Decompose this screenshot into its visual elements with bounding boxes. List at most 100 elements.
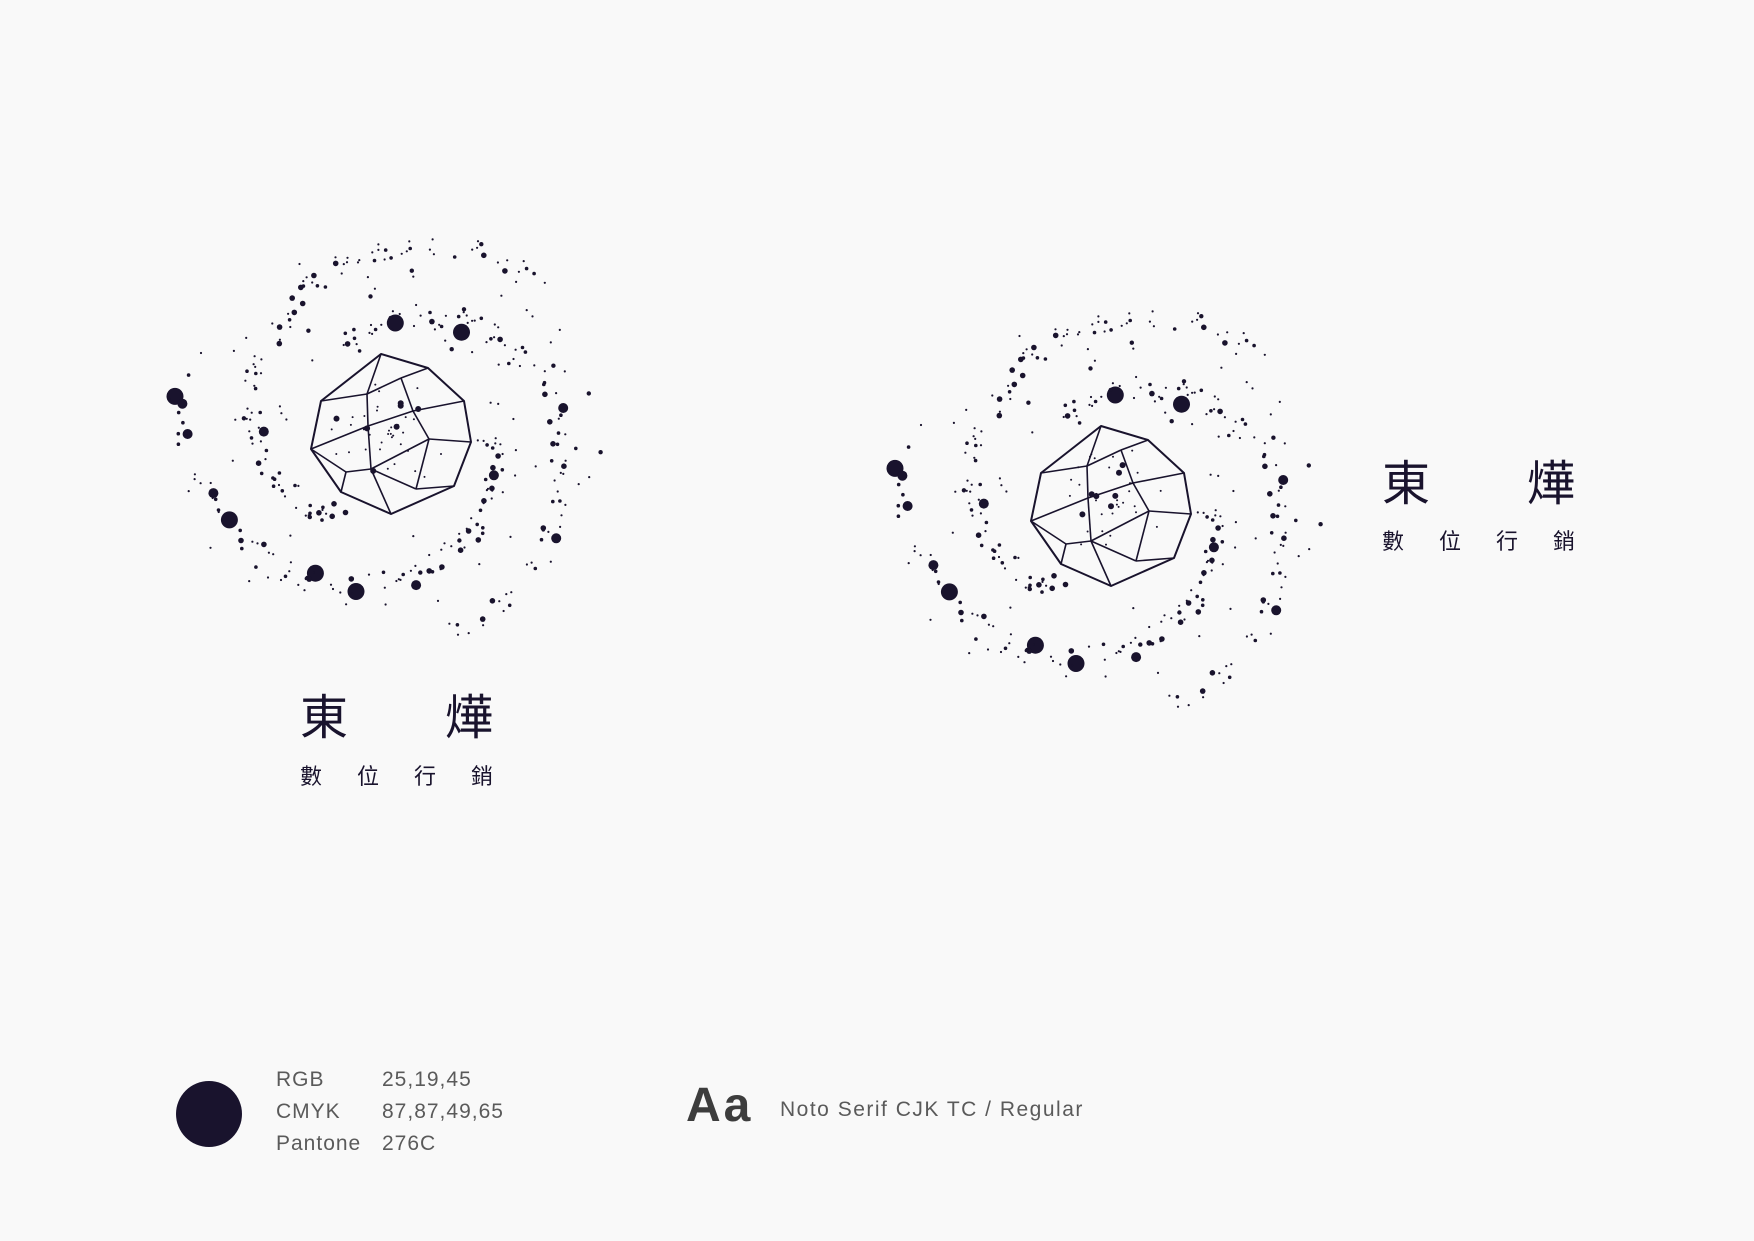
star-dot bbox=[433, 328, 436, 331]
star-dot bbox=[232, 349, 235, 352]
star-dot bbox=[217, 510, 220, 514]
star-dot bbox=[514, 449, 517, 452]
star-dot bbox=[345, 261, 349, 264]
star-dot bbox=[1032, 643, 1035, 646]
star-dot bbox=[1284, 479, 1287, 482]
star-dot bbox=[397, 578, 400, 581]
star-dot bbox=[373, 287, 376, 290]
crystal-speckle bbox=[351, 416, 354, 419]
star-dot bbox=[1148, 382, 1152, 387]
star-dot bbox=[1283, 442, 1286, 445]
star-dot bbox=[542, 382, 546, 387]
star-dot bbox=[1128, 318, 1132, 323]
star-dot bbox=[1220, 366, 1223, 369]
star-dot bbox=[308, 511, 312, 516]
crystal-facet bbox=[370, 438, 430, 470]
star-dot bbox=[391, 310, 394, 313]
star-dot bbox=[1160, 620, 1163, 623]
star-dot bbox=[1008, 642, 1011, 645]
type-sample: Aa bbox=[686, 1079, 754, 1132]
crystal-outline bbox=[310, 353, 472, 515]
star-dot bbox=[216, 508, 221, 512]
star-dot bbox=[1196, 318, 1199, 321]
star-dot bbox=[1176, 386, 1181, 391]
star-dot bbox=[312, 571, 315, 574]
star-dot bbox=[558, 403, 569, 413]
star-dot bbox=[1202, 574, 1205, 577]
crystal-facet bbox=[400, 377, 414, 412]
star-dot bbox=[409, 268, 414, 273]
star-dot bbox=[457, 538, 462, 543]
star-dot bbox=[1230, 663, 1233, 666]
star-dot bbox=[377, 243, 380, 246]
crystal-facet bbox=[1148, 510, 1192, 515]
star-dot bbox=[913, 545, 916, 548]
crystal-speckle bbox=[1078, 483, 1081, 486]
star-dot bbox=[547, 530, 550, 533]
star-dot bbox=[1028, 575, 1032, 580]
star-dot bbox=[1200, 603, 1205, 608]
star-dot bbox=[452, 255, 457, 259]
crystal-speckle bbox=[397, 400, 404, 407]
crystal-facet bbox=[1135, 510, 1150, 562]
crystal-facet bbox=[1135, 557, 1175, 562]
star-dot bbox=[1062, 415, 1065, 419]
crystal-speckle bbox=[1115, 503, 1118, 506]
star-dot bbox=[933, 569, 938, 574]
star-dot bbox=[1018, 356, 1024, 363]
star-dot bbox=[1210, 569, 1213, 572]
star-dot bbox=[293, 483, 297, 488]
star-dot bbox=[209, 481, 212, 485]
star-dot bbox=[1097, 315, 1100, 318]
crystal-facet bbox=[1120, 439, 1149, 451]
crystal-speckle bbox=[1128, 490, 1131, 493]
star-dot bbox=[231, 459, 234, 462]
star-dot bbox=[368, 294, 373, 299]
crystal-speckle bbox=[1070, 478, 1073, 481]
star-dot bbox=[250, 411, 253, 414]
crystal-speckle bbox=[1129, 482, 1131, 485]
star-dot bbox=[1245, 635, 1248, 638]
star-dot bbox=[285, 418, 288, 421]
star-dot bbox=[276, 340, 283, 347]
star-dot bbox=[971, 514, 974, 517]
star-dot bbox=[1277, 489, 1280, 492]
star-dot bbox=[272, 553, 275, 556]
star-dot bbox=[1225, 665, 1228, 668]
star-dot bbox=[264, 448, 269, 453]
star-dot bbox=[1276, 503, 1281, 507]
star-dot bbox=[253, 355, 256, 358]
star-dot bbox=[1212, 539, 1215, 542]
star-dot bbox=[525, 309, 528, 312]
star-dot bbox=[987, 623, 990, 626]
crystal-facet bbox=[1087, 497, 1092, 542]
star-dot bbox=[1119, 650, 1122, 653]
star-dot bbox=[448, 622, 451, 625]
star-dot bbox=[1234, 420, 1237, 423]
star-dot bbox=[1281, 535, 1287, 541]
star-dot bbox=[1151, 310, 1154, 313]
star-dot bbox=[311, 359, 314, 362]
star-dot bbox=[259, 372, 263, 375]
crystal-facet bbox=[1086, 465, 1089, 499]
star-dot bbox=[902, 501, 913, 511]
star-dot bbox=[1234, 521, 1237, 524]
star-dot bbox=[1049, 655, 1053, 658]
star-dot bbox=[1279, 597, 1282, 600]
crystal-facet bbox=[1132, 482, 1150, 512]
star-dot bbox=[187, 490, 190, 493]
star-dot bbox=[1089, 395, 1093, 399]
star-dot bbox=[1000, 484, 1003, 487]
crystal-speckle bbox=[388, 429, 390, 432]
star-dot bbox=[331, 587, 335, 591]
crystal-facet bbox=[1120, 449, 1134, 484]
crystal-facet bbox=[1090, 510, 1150, 542]
star-dot bbox=[510, 591, 513, 594]
star-dot bbox=[500, 468, 505, 472]
crystal-speckle bbox=[379, 448, 381, 451]
star-dot bbox=[357, 584, 360, 587]
star-dot bbox=[1254, 537, 1257, 540]
crystal-speckle bbox=[1068, 494, 1071, 497]
star-dot bbox=[506, 259, 509, 262]
crystal-speckle bbox=[1080, 543, 1083, 546]
